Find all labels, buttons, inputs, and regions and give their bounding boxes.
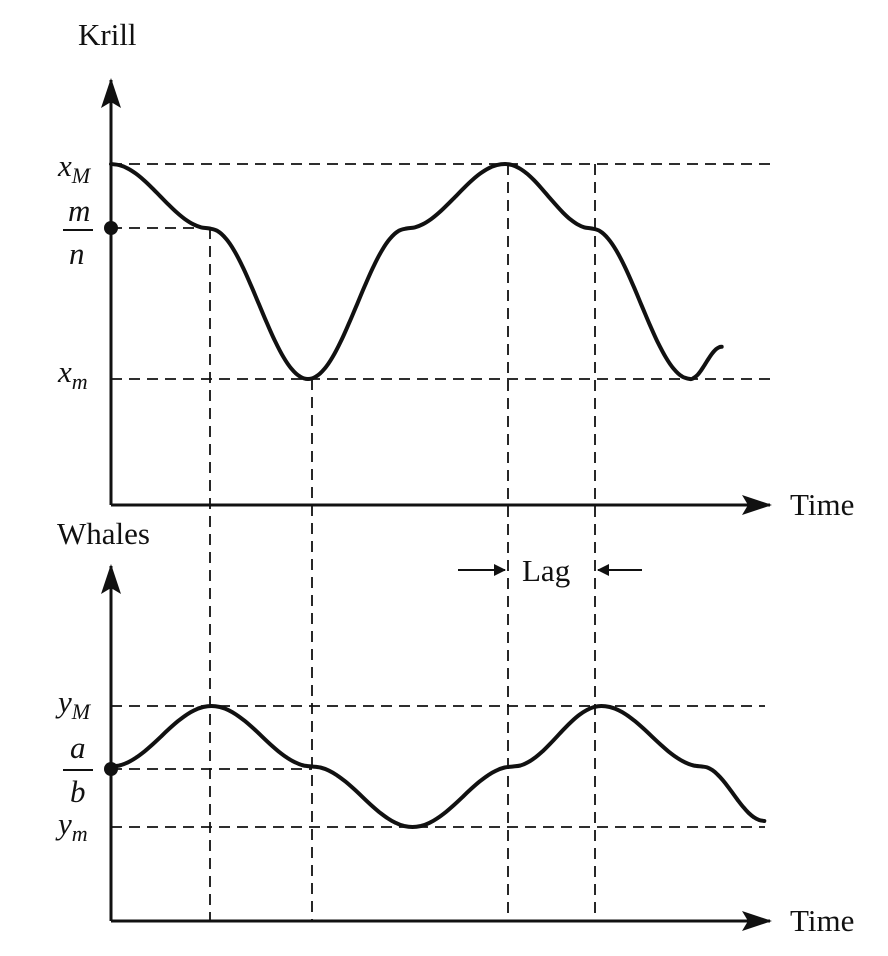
whales-mid-numerator: a (70, 730, 86, 765)
whales-x-axis-label: Time (790, 903, 854, 938)
krill-series-line (109, 162, 724, 382)
krill-max-label: xM (57, 148, 92, 188)
whales-panel: Whales Time yM a b ym (55, 516, 854, 938)
krill-axis-title: Krill (78, 17, 137, 52)
time-guide-lines (209, 164, 596, 921)
lag-annotation: Lag (458, 548, 642, 588)
krill-min-label: xm (57, 354, 88, 394)
whales-series-line (109, 704, 767, 829)
krill-panel: Krill Time xM m n xm (57, 17, 854, 522)
whales-start-point (104, 762, 118, 776)
krill-mid-denominator: n (69, 236, 85, 271)
whales-mid-denominator: b (70, 774, 86, 809)
whales-min-label: ym (55, 806, 88, 846)
whales-max-label: yM (55, 684, 92, 724)
lag-label: Lag (522, 553, 570, 588)
whales-axis-title: Whales (57, 516, 150, 551)
krill-start-point (104, 221, 118, 235)
krill-x-axis-label: Time (790, 487, 854, 522)
krill-mid-numerator: m (68, 193, 90, 228)
